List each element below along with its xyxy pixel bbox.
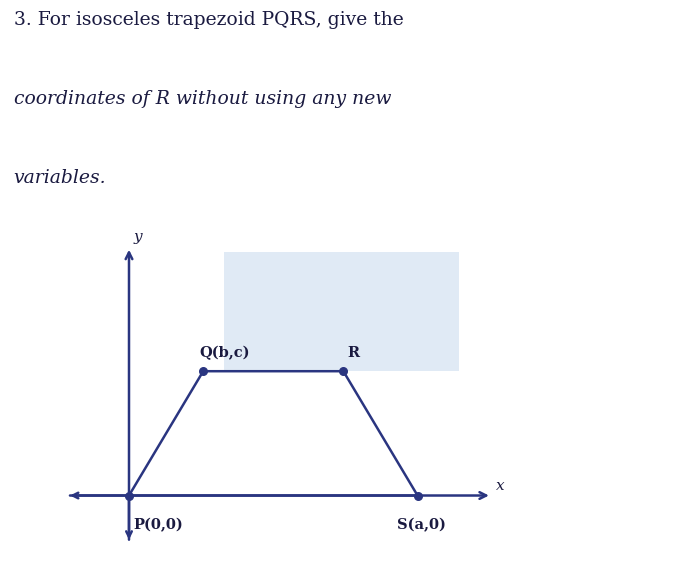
Point <box>412 491 423 500</box>
Text: x: x <box>496 479 504 493</box>
Text: S(a,0): S(a,0) <box>397 518 446 532</box>
Point <box>198 367 209 376</box>
Text: 3. For isosceles trapezoid PQRS, give the: 3. For isosceles trapezoid PQRS, give th… <box>14 11 403 29</box>
Text: Q(b,c): Q(b,c) <box>199 346 249 360</box>
Text: coordinates of R without using any new: coordinates of R without using any new <box>14 90 391 108</box>
Text: P(0,0): P(0,0) <box>133 518 183 532</box>
FancyBboxPatch shape <box>224 252 459 371</box>
Text: R: R <box>347 346 360 360</box>
Point <box>123 491 134 500</box>
Text: y: y <box>133 230 142 244</box>
Point <box>338 367 349 376</box>
Text: variables.: variables. <box>14 169 106 187</box>
